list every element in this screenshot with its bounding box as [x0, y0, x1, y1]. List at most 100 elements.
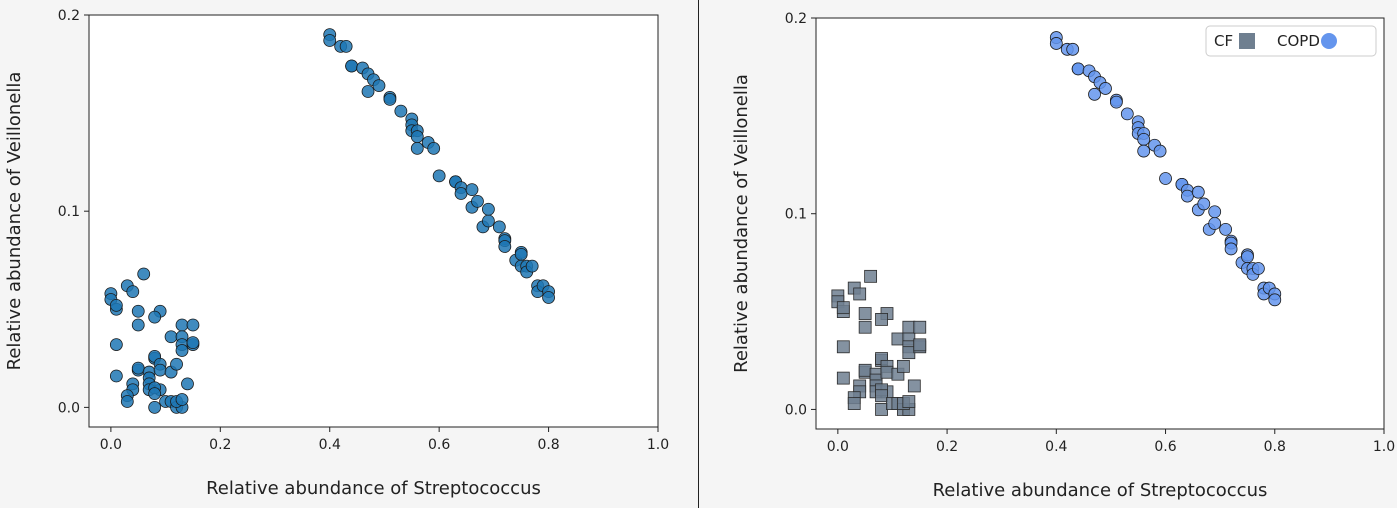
data-point	[864, 269, 878, 283]
data-point	[1251, 262, 1265, 275]
x-tick-label: 0.4	[319, 437, 341, 453]
data-point	[394, 104, 408, 118]
data-point	[1241, 250, 1254, 264]
data-point	[170, 357, 183, 371]
data-point	[1191, 185, 1205, 199]
x-tick-label: 0.2	[209, 437, 231, 453]
data-point	[1109, 95, 1123, 109]
data-point	[1180, 189, 1194, 203]
data-point	[175, 393, 189, 406]
x-tick-label: 0.6	[428, 437, 450, 453]
x-tick-label: 0.8	[1264, 439, 1286, 455]
data-point	[465, 183, 479, 197]
data-point	[1137, 144, 1151, 158]
data-point	[186, 318, 200, 332]
data-point	[1120, 107, 1134, 121]
data-point	[383, 92, 397, 106]
data-point	[137, 267, 151, 281]
data-point	[875, 389, 888, 403]
data-point	[1197, 197, 1211, 211]
data-point	[858, 307, 872, 320]
data-point	[913, 338, 927, 352]
data-point	[875, 312, 888, 326]
data-point	[836, 340, 850, 354]
data-point	[907, 379, 921, 393]
data-point	[1153, 144, 1167, 158]
data-point	[148, 400, 162, 414]
data-point	[1099, 82, 1112, 95]
data-point	[896, 359, 910, 373]
panel-divider	[698, 0, 699, 508]
y-tick-label: 0.0	[785, 402, 807, 418]
x-tick-label: 0.0	[100, 437, 122, 453]
data-point	[427, 142, 441, 155]
data-point	[126, 285, 140, 299]
data-point	[847, 397, 861, 410]
data-point	[372, 79, 386, 93]
data-point	[891, 332, 905, 346]
data-point	[525, 259, 539, 273]
data-point	[148, 310, 162, 324]
data-point	[109, 338, 123, 352]
x-tick-label: 0.8	[537, 437, 559, 453]
data-point	[902, 320, 916, 334]
data-point	[1224, 242, 1238, 256]
x-tick-label: 1.0	[1373, 439, 1395, 455]
data-point	[131, 304, 145, 318]
legend: CF COPD	[1205, 25, 1377, 57]
data-point	[902, 346, 916, 360]
data-point	[361, 85, 375, 98]
data-point	[481, 214, 495, 228]
data-point	[492, 220, 506, 234]
data-point	[1208, 205, 1222, 219]
data-point	[1208, 217, 1222, 230]
legend-marker	[1321, 33, 1337, 49]
data-point	[175, 318, 189, 332]
data-point	[131, 361, 145, 375]
data-point	[875, 403, 888, 416]
data-point	[858, 363, 872, 377]
x-axis-label: Relative abundance of Streptococcus	[933, 480, 1268, 501]
data-point	[131, 318, 145, 332]
data-point	[186, 336, 200, 350]
data-point	[175, 344, 189, 357]
legend-label: CF	[1214, 32, 1233, 50]
data-point	[120, 395, 134, 408]
data-point	[323, 34, 337, 47]
data-point	[454, 187, 468, 200]
data-point	[1137, 132, 1151, 146]
data-point	[410, 142, 424, 155]
data-point	[542, 291, 555, 304]
data-point	[1159, 172, 1172, 185]
x-tick-label: 1.0	[647, 437, 669, 453]
right-scatter-chart: 0.0 0.2 0.4 0.6 0.8 1.0 0.0 0.1 0.2 Relative abun…	[731, 11, 1395, 501]
data-point	[498, 240, 512, 253]
data-point	[1049, 37, 1063, 50]
data-point	[109, 369, 123, 383]
data-point	[164, 330, 178, 344]
data-point	[858, 320, 872, 334]
data-point	[345, 59, 359, 73]
x-tick-label: 0.6	[1154, 439, 1176, 455]
series-0	[104, 28, 555, 414]
data-point	[913, 320, 927, 334]
y-tick-label: 0.2	[58, 8, 80, 24]
data-point	[1268, 293, 1282, 307]
data-point	[514, 247, 528, 261]
data-point	[153, 363, 167, 377]
data-point	[471, 194, 484, 208]
legend-marker	[1239, 33, 1255, 49]
data-point	[410, 130, 424, 144]
y-tick-label: 0.1	[785, 207, 807, 223]
data-point	[836, 301, 850, 315]
series-copd	[1049, 31, 1282, 307]
left-scatter-chart: 0.0 0.2 0.4 0.6 0.8 1.0 0.0 0.1 0.2 Relative abun…	[4, 8, 669, 499]
data-point	[432, 169, 446, 183]
data-point	[148, 387, 162, 401]
data-point	[1219, 222, 1233, 236]
data-point	[1088, 87, 1101, 101]
y-axis-label: Relative abundance of Veillonella	[731, 74, 752, 373]
data-point	[836, 371, 850, 385]
x-tick-label: 0.0	[827, 439, 849, 455]
left-chart-panel: 0.0 0.2 0.4 0.6 0.8 1.0 0.0 0.1 0.2 Relative abun…	[0, 0, 680, 508]
